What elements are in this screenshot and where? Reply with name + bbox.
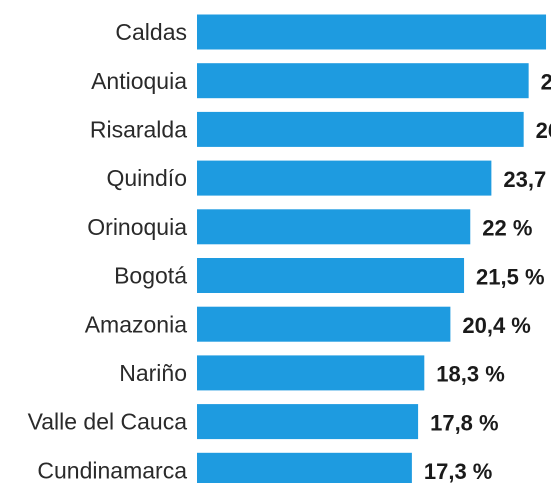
value-label: 22 %: [482, 216, 532, 241]
category-label: Orinoquia: [87, 214, 187, 240]
value-label: 23,7 %: [503, 167, 551, 192]
value-label: 20,4 %: [462, 313, 531, 338]
bar: [197, 63, 529, 99]
bar: [197, 111, 524, 147]
value-label: 26,3 %: [536, 118, 551, 143]
value-label: 21,5 %: [476, 264, 544, 289]
value-label: 18,3 %: [436, 362, 505, 387]
category-label: Antioquia: [91, 68, 187, 94]
category-label: Caldas: [115, 19, 187, 45]
bar: [197, 306, 451, 342]
category-label: Valle del Cauca: [28, 409, 188, 435]
bar: [197, 404, 419, 440]
value-label: 26,7 %: [541, 70, 551, 95]
bar: [197, 160, 492, 196]
category-label: Risaralda: [90, 116, 187, 142]
category-label: Cundinamarca: [37, 457, 187, 483]
value-label: 17,3 %: [424, 459, 493, 483]
bar: [197, 258, 465, 293]
bar: [197, 209, 471, 245]
category-label: Bogotá: [114, 263, 187, 289]
value-label: 17,8 %: [430, 410, 499, 435]
category-label: Amazonia: [85, 311, 187, 337]
bar: [197, 14, 547, 50]
bar: [197, 355, 425, 391]
category-label: Nariño: [119, 360, 187, 386]
bar: [197, 452, 412, 483]
category-label: Quindío: [106, 165, 187, 191]
